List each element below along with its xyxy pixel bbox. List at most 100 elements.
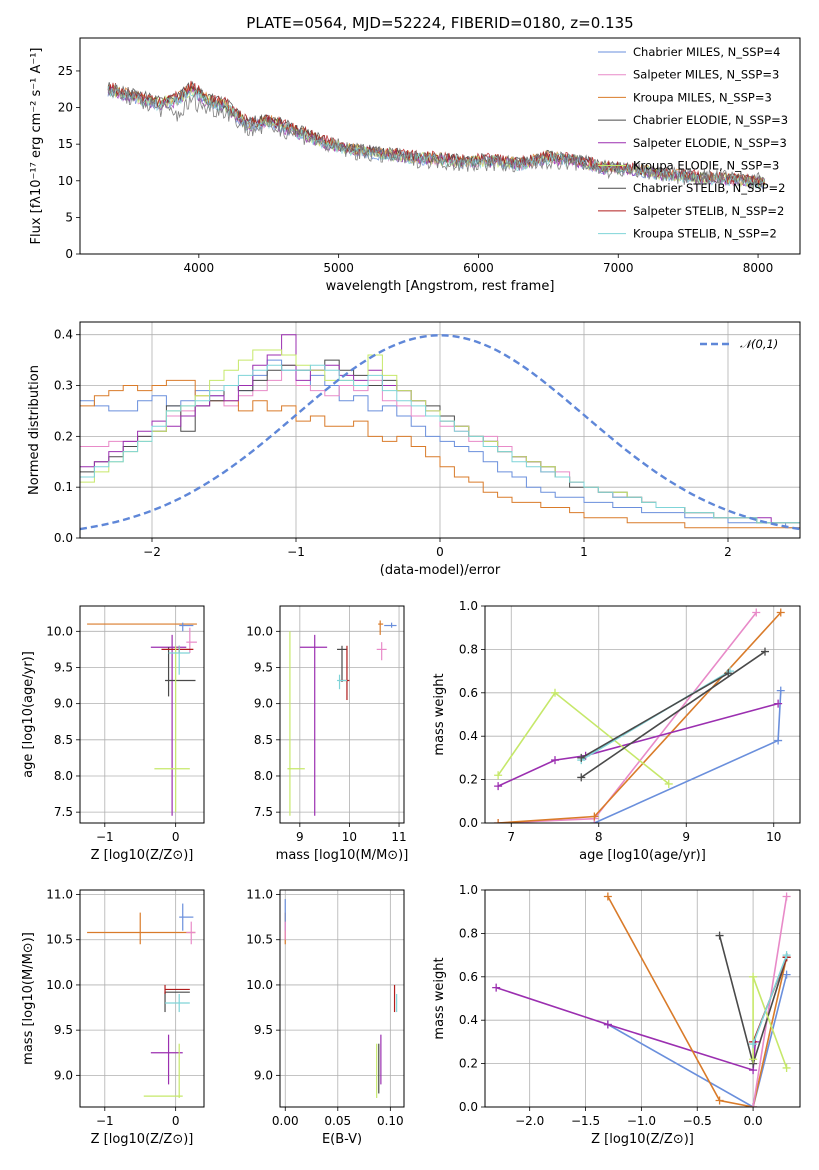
y-tick-label: 0.8 [459,926,478,940]
y-tick-label: 8.5 [254,733,273,747]
y-axis-label: Normed distribution [27,365,42,495]
model-spectrum-line [107,80,766,186]
observed-spectrum-line [107,83,766,190]
y-tick-label: 0.4 [459,1013,478,1027]
y-tick-label: 10.0 [246,624,273,638]
weight-point [749,1103,758,1107]
weight-line [607,974,788,1107]
weight-point [715,931,724,940]
y-tick-label: 0.2 [54,429,73,443]
x-tick-label: 0.10 [377,1114,404,1128]
weight-point [749,1055,758,1064]
weight-point [782,951,791,960]
y-tick-label: 1.0 [459,599,478,613]
y-tick-label: 10.0 [46,624,73,638]
x-tick-label: 6000 [463,261,494,275]
weight-point [715,1096,724,1105]
y-tick-label: 10 [58,174,73,188]
weight-point [577,753,586,762]
x-tick-label: 9 [296,830,304,844]
plot-area [287,620,397,816]
x-axis-label: wavelength [Angstrom, rest frame] [326,279,555,294]
legend-label: 𝒩(0,1) [740,337,778,351]
y-tick-label: 10.0 [46,978,73,992]
x-tick-label: 10 [766,830,781,844]
weight-point [494,771,503,780]
x-axis-label: Z [log10(Z/Z⊙)] [591,1132,694,1147]
y-tick-label: 0.8 [459,642,478,656]
chart-residuals: −2 −1 0 1 2 0.0 0.1 0.2 0.3 0.4 (data-model)/error… [27,321,801,578]
y-tick-label: 0.2 [459,773,478,787]
legend-label: Chabrier MILES, N_SSP=4 [633,45,780,59]
chart-spectrum: 4000 5000 6000 7000 8000 0 5 10 15 20 25 wavelength… [29,37,801,294]
y-tick-label: 10.5 [246,933,273,947]
axes-frame [79,605,205,824]
x-tick-label: −1 [96,830,114,844]
y-tick-label: 9.0 [254,697,273,711]
x-axis-label: Z [log10(Z/Z⊙)] [91,1132,194,1147]
y-tick-label: 20 [58,101,73,115]
legend-label: Kroupa ELODIE, N_SSP=3 [633,159,779,173]
y-tick-label: 9.0 [54,1068,73,1082]
y-axis-label: age [log10(age/yr)] [21,651,36,778]
y-axis-label: Flux [fλ10⁻¹⁷ erg cm⁻² s⁻¹ A⁻¹] [29,48,44,245]
y-tick-label: 8.5 [54,733,73,747]
weight-point [749,972,758,981]
weight-point [774,736,783,745]
axes-frame [279,889,405,1108]
y-tick-label: 9.0 [54,697,73,711]
y-tick-label: 0.6 [459,970,478,984]
weight-point [774,699,783,708]
plot-area [80,333,800,531]
y-tick-label: 0.4 [459,729,478,743]
y-tick-label: 0.0 [459,1100,478,1114]
x-tick-label: 0.00 [272,1114,299,1128]
legend-label: Kroupa MILES, N_SSP=3 [633,90,772,104]
x-tick-label: 0 [436,545,444,559]
x-tick-label: 7000 [603,261,634,275]
weight-line [497,691,670,785]
x-axis-label: Z [log10(Z/Z⊙)] [91,848,194,863]
axes-frame [484,889,801,1108]
weight-point [664,779,673,788]
plot-area [87,903,196,1098]
legend-label: Chabrier ELODIE, N_SSP=3 [633,113,788,127]
y-tick-label: 8.0 [54,769,73,783]
x-tick-label: 8 [595,830,603,844]
histogram-step [80,364,800,524]
weight-line [497,702,779,787]
weight-point [577,773,586,782]
x-axis-label: (data-model)/error [380,563,501,578]
x-axis-label: mass [log10(M/M⊙)] [276,848,409,863]
y-tick-label: 1.0 [459,883,478,897]
x-axis-label: age [log10(age/yr)] [579,848,706,863]
y-tick-label: 9.0 [254,1068,273,1082]
y-tick-label: 9.5 [254,660,273,674]
legend: 𝒩(0,1) [700,337,778,351]
plot-area [107,80,766,190]
y-tick-label: 15 [58,137,73,151]
axes-frame [484,605,801,824]
chart-mass-vs-Z: −1 0 9.0 9.5 10.0 10.5 11.0 Z [log10(Z/Z⊙)] mass… [21,888,205,1147]
weight-point [776,608,785,617]
y-axis-label: mass weight [432,673,447,755]
weight-line [580,650,766,779]
x-axis-label: E(B-V) [322,1132,362,1147]
weight-point [749,1040,758,1049]
chart-weight-vs-age: 7 8 9 10 0.0 0.2 0.4 0.6 0.8 1.0 age [log10(age/yr… [432,599,801,863]
x-tick-label: 9 [682,830,690,844]
axes-frame [79,321,801,539]
plot-area [494,608,785,823]
weight-point [551,756,559,765]
x-tick-label: 0 [172,1114,180,1128]
x-tick-label: 0.0 [744,1114,763,1128]
y-tick-label: 0.0 [459,816,478,830]
y-tick-label: 7.5 [254,805,273,819]
y-tick-label: 11.0 [46,888,73,902]
weight-point [590,812,599,821]
chart-weight-vs-Z: −2.0 −1.5 −1.0 −0.5 0.0 0.0 0.2 0.4 0.6 0.8 1.0 Z [… [432,883,801,1147]
x-tick-label: −1 [96,1114,114,1128]
y-tick-label: 11.0 [246,888,273,902]
chart-age-vs-mass: 9 10 11 7.5 8.0 8.5 9.0 9.5 10.0 mass [log10(M/M⊙… [246,605,409,863]
